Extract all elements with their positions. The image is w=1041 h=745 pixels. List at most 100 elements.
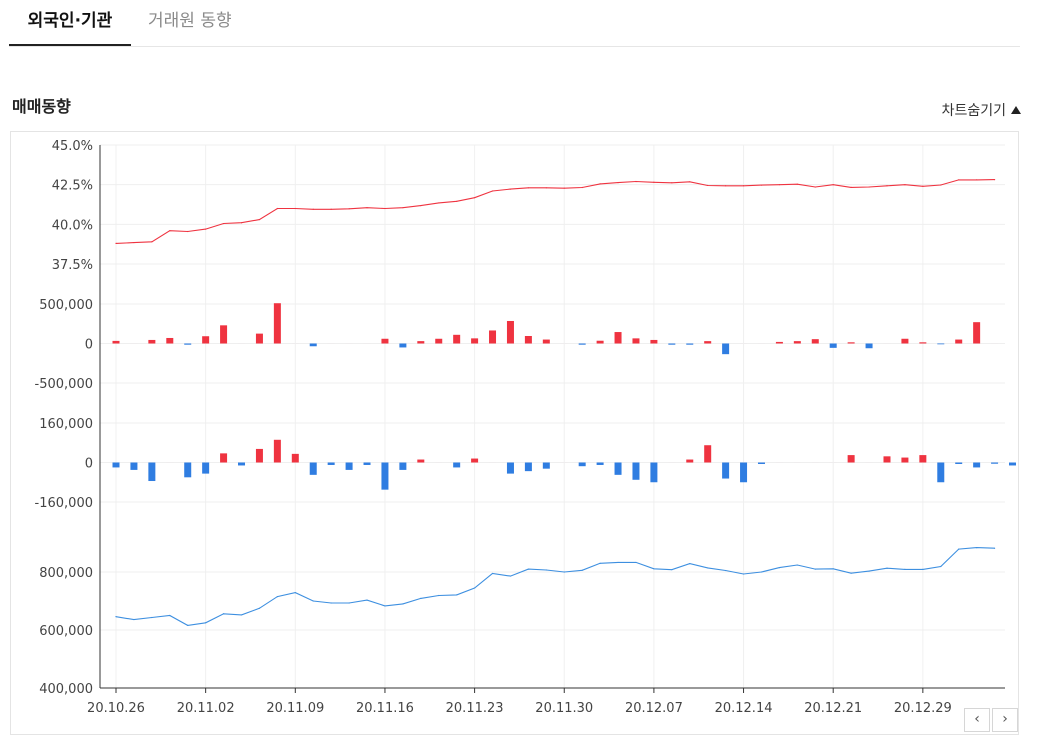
price-point (187, 624, 189, 626)
price-point (904, 568, 906, 570)
price-point (778, 567, 781, 569)
price-point (438, 594, 440, 597)
y-tick-label: -500,000 (35, 377, 93, 392)
institution_net-bar (453, 462, 461, 468)
ownership-point (169, 230, 171, 232)
institution_net-bar (704, 445, 712, 463)
ownership-point (599, 183, 601, 185)
institution_net-bar (363, 462, 371, 465)
institution_net-bar (937, 462, 945, 483)
institution_net-bar (740, 462, 748, 483)
foreign_net-bar (829, 343, 837, 348)
price-point (420, 597, 422, 599)
foreign_net-bar (704, 341, 712, 344)
institution_net-bar (883, 456, 891, 463)
price-point (689, 562, 691, 565)
ownership-point (402, 207, 404, 209)
price-point (348, 602, 350, 604)
institution_net-bar (381, 462, 389, 490)
y-tick-label: 0 (85, 338, 93, 353)
ownership-point (276, 207, 278, 210)
hide-chart-toggle[interactable]: 차트숨기기 (942, 100, 1021, 120)
foreign_net-bar (148, 339, 156, 344)
chart-prev-button[interactable]: ‹ (964, 708, 990, 732)
price-point (940, 565, 942, 568)
institution_net-bar (901, 457, 909, 463)
foreign_net-bar (399, 343, 407, 348)
y-tick-label: 45.0% (52, 139, 93, 154)
foreign_net-bar (524, 335, 532, 344)
price-point (527, 568, 529, 570)
chart-frame (10, 131, 1019, 735)
y-tick-label: -160,000 (35, 496, 93, 511)
institution_net-bar (578, 462, 586, 467)
institution_net-bar (220, 453, 228, 463)
institution_net-bar (202, 462, 210, 474)
ownership-line (115, 179, 995, 244)
institution_net-bar (757, 462, 765, 464)
ownership-point (240, 222, 243, 224)
price-point (653, 568, 655, 570)
tab-broker-trend[interactable]: 거래원 동향 (148, 11, 232, 31)
foreign_net-bar (955, 339, 963, 344)
institution_net-bar (650, 462, 658, 483)
price-point (742, 573, 745, 575)
x-tick-label: 20.11.09 (266, 701, 324, 716)
ownership-point (456, 200, 458, 202)
ownership-point (617, 182, 619, 184)
ownership-point (742, 185, 745, 187)
ownership-point (760, 184, 763, 186)
foreign_net-bar (722, 343, 730, 355)
price-point (151, 616, 153, 619)
y-tick-label: 800,000 (39, 566, 93, 581)
foreign_net-bar (166, 337, 174, 344)
x-tick-label: 20.12.29 (894, 701, 952, 716)
institution_net-bar (238, 462, 246, 466)
ownership-point (509, 188, 512, 190)
institution_net-bar (148, 462, 156, 482)
chevron-right-icon: › (1002, 711, 1008, 727)
section-title: 매매동향 (12, 97, 71, 116)
foreign_net-bar (542, 339, 550, 344)
foreign_net-bar (865, 343, 873, 349)
foreign_net-bar (506, 320, 514, 344)
price-point (976, 547, 978, 549)
ownership-point (796, 183, 798, 185)
foreign_net-bar (973, 322, 981, 344)
price-point (886, 567, 888, 569)
price-point (240, 614, 243, 616)
ownership-point (563, 187, 565, 189)
ownership-point (850, 186, 852, 188)
ownership-point (814, 186, 816, 188)
foreign_net-bar (793, 341, 801, 344)
price-point (850, 572, 852, 574)
ownership-point (671, 182, 673, 184)
institution_net-bar (1009, 462, 1016, 466)
institution_net-bar (130, 462, 138, 470)
ownership-point (115, 242, 117, 244)
ownership-point (886, 185, 888, 187)
price-point (312, 600, 314, 602)
price-point (115, 616, 117, 618)
price-point (599, 562, 601, 564)
foreign_net-bar (273, 303, 281, 344)
price-point (402, 603, 404, 605)
ownership-point (491, 190, 494, 192)
ownership-point (133, 241, 135, 244)
price-point (796, 564, 798, 566)
chart-next-button[interactable]: › (992, 708, 1018, 732)
x-tick-label: 20.12.14 (715, 701, 773, 716)
price-point (545, 569, 547, 571)
price-point (474, 587, 476, 589)
institution_net-bar (919, 455, 927, 463)
foreign_net-bar (112, 340, 120, 344)
x-tick-label: 20.12.07 (625, 701, 683, 716)
tab-foreign-institution[interactable]: 외국인·기관 (9, 0, 131, 46)
foreign_net-bar (650, 339, 658, 344)
ownership-point (581, 186, 583, 189)
price-point (993, 547, 996, 549)
price-point (222, 613, 225, 615)
ownership-point (868, 186, 870, 188)
price-point (868, 570, 870, 572)
